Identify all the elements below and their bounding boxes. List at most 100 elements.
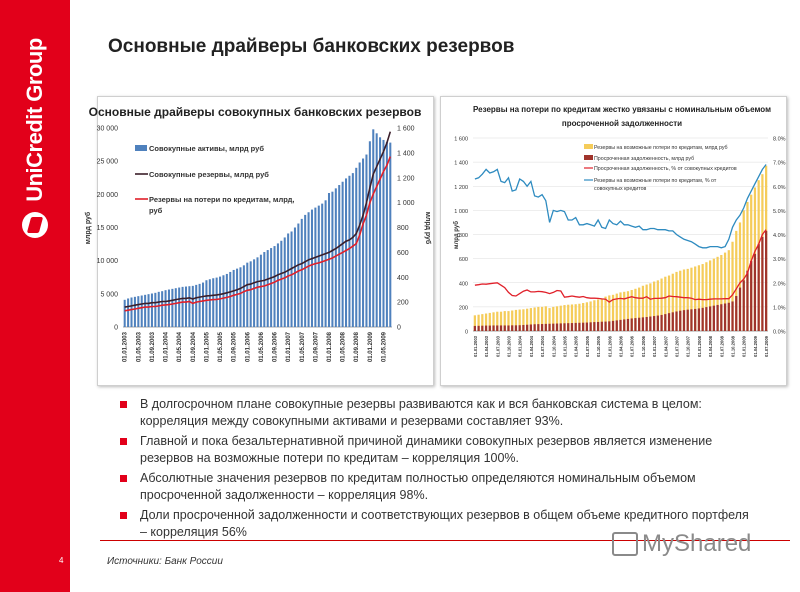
bar-1 (529, 324, 532, 331)
y-tick-label: 10 000 (97, 258, 119, 265)
x-tick-label: 01.09.2004 (191, 331, 197, 362)
bar-0 (351, 173, 354, 327)
bar-1 (570, 323, 574, 331)
bar-0 (746, 201, 749, 331)
bar-0 (615, 293, 618, 331)
x-tick-label: 01.07.2004 (540, 335, 545, 357)
bar-0 (201, 282, 205, 327)
bar-0 (682, 269, 686, 331)
y-tick-label: 0 (114, 325, 118, 332)
x-tick-label: 01.01.2005 (204, 331, 210, 362)
bar-0 (127, 298, 130, 327)
series-line-3 (474, 164, 767, 249)
legend-label: совокупных кредитов (594, 186, 647, 192)
bullet-text: Доли просроченной задолженности и соотве… (140, 508, 749, 539)
bar-0 (181, 286, 184, 327)
bar-0 (317, 205, 320, 327)
x-tick-label: 01.09.2007 (313, 331, 319, 362)
bar-1 (548, 323, 551, 331)
bar-0 (593, 300, 596, 331)
brand-sidebar: UniCredit Group 4 (0, 0, 70, 592)
x-tick-label: 01.05.2005 (218, 331, 224, 362)
bar-0 (638, 287, 641, 331)
x-tick-label: 01.01.2004 (164, 331, 170, 362)
bar-1 (507, 325, 510, 331)
bullet-square-icon (120, 512, 127, 519)
bar-1 (746, 270, 749, 331)
y-tick-label: 15 000 (97, 225, 119, 232)
x-tick-label: 01.09.2006 (273, 331, 279, 362)
x-tick-label: 01.10.2006 (641, 335, 646, 357)
bar-0 (555, 306, 559, 331)
x-tick-label: 01.04.2009 (753, 335, 758, 357)
bar-0 (212, 278, 215, 327)
bar-0 (634, 288, 637, 331)
y-tick-label: 25 000 (97, 159, 119, 166)
bar-0 (123, 299, 126, 327)
y2-tick-label: 1 000 (397, 200, 415, 207)
bar-0 (253, 259, 256, 327)
bar-1 (488, 325, 491, 331)
bar-0 (205, 280, 208, 327)
y-tick-label: 1 600 (454, 137, 468, 143)
bar-0 (660, 278, 663, 331)
page-number: 4 (59, 556, 64, 565)
bar-0 (331, 191, 334, 327)
y2-tick-label: 1 600 (397, 126, 415, 133)
bar-1 (720, 304, 723, 331)
bar-0 (514, 309, 518, 331)
bar-0 (481, 314, 484, 331)
bar-0 (263, 252, 266, 327)
bar-0 (697, 265, 701, 331)
bar-0 (270, 248, 273, 327)
bar-0 (735, 230, 738, 331)
y-tick-label: 30 000 (97, 126, 119, 133)
bar-0 (276, 243, 279, 327)
bar-1 (582, 322, 585, 331)
bar-1 (660, 314, 663, 331)
bar-1 (656, 315, 659, 331)
bar-0 (297, 223, 300, 327)
bar-1 (608, 321, 611, 331)
bar-0 (701, 264, 704, 331)
bar-0 (552, 306, 555, 331)
legend-label: Резервы на потери по кредитам, млрд, руб (149, 195, 294, 215)
divider-line (100, 540, 790, 541)
bar-1 (600, 321, 603, 331)
bar-0 (208, 279, 211, 327)
bar-1 (619, 319, 622, 331)
bar-1 (552, 323, 555, 331)
x-tick-label: 01.10.2004 (551, 335, 556, 357)
y2-axis-title: млрд руб (424, 212, 432, 245)
bar-1 (682, 310, 686, 331)
source-note: Источники: Банк России (107, 556, 223, 567)
bar-0 (544, 306, 547, 331)
bar-0 (280, 240, 283, 327)
bullet-square-icon (120, 438, 127, 445)
x-tick-label: 01.07.2005 (585, 335, 590, 357)
x-tick-label: 01.01.2009 (742, 335, 747, 357)
bar-0 (188, 286, 191, 327)
x-tick-label: 01.01.2004 (518, 335, 523, 357)
bar-0 (130, 297, 133, 327)
y2-tick-label: 0 (397, 325, 401, 332)
slide-title: Основные драйверы банковских резервов (108, 36, 515, 57)
x-tick-label: 01.05.2009 (381, 331, 387, 362)
bar-0 (368, 141, 371, 327)
legend-label: Резервы на возможные потери по кредитам,… (594, 178, 717, 184)
bar-0 (477, 314, 480, 331)
bar-1 (626, 318, 630, 331)
bar-0 (171, 288, 174, 327)
bar-0 (709, 260, 712, 331)
bar-0 (604, 296, 607, 331)
bullet-text: В долгосрочном плане совокупные резервы … (140, 397, 702, 428)
bar-1 (757, 244, 760, 331)
bar-0 (219, 276, 222, 327)
y2-tick-label: 1.0% (773, 305, 786, 311)
bar-0 (578, 303, 581, 331)
bar-1 (738, 287, 742, 331)
x-tick-label: 01.10.2005 (596, 335, 601, 357)
bar-0 (742, 210, 745, 331)
bar-0 (484, 313, 488, 331)
bar-0 (215, 277, 218, 327)
